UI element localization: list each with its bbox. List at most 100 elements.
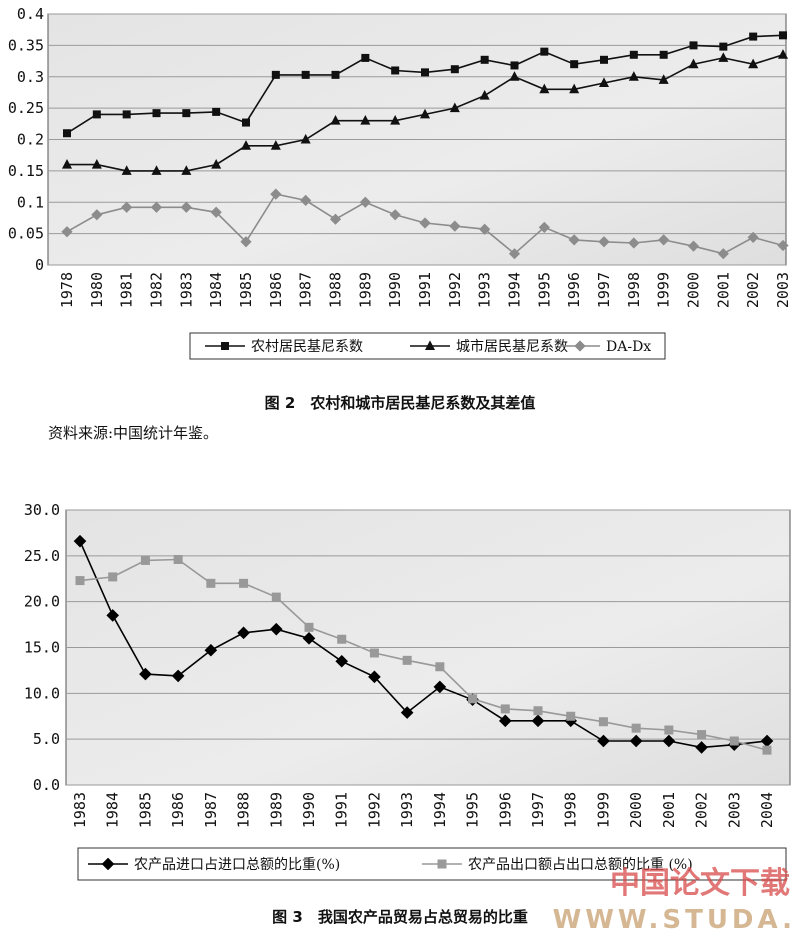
x-tick-label: 1980 [88,272,106,308]
data-point [139,667,152,681]
y-tick-label: 30.0 [24,501,60,519]
x-tick-label: 1988 [327,272,345,308]
data-point [664,725,674,735]
data-point [369,648,379,658]
y-tick-label: 0.2 [17,131,44,149]
data-point [122,110,131,119]
data-point [659,50,668,59]
data-point [569,83,580,94]
series-line [79,558,768,751]
data-point [629,50,638,59]
data-point [389,209,401,221]
x-tick-label: 1998 [562,792,580,828]
data-point [629,734,643,748]
data-point [270,188,282,200]
x-tick-label: 1987 [297,272,315,308]
x-tick-label: 1984 [104,792,122,828]
data-point [204,643,218,657]
data-point [61,158,73,169]
data-point [600,55,608,64]
data-point [689,41,698,50]
watermark-url: WWW.STUDA. [553,905,796,935]
data-point [121,201,133,213]
x-tick-label: 1983 [177,272,195,308]
legend-marker [101,857,115,871]
data-point [106,609,120,622]
y-tick-label: 0.1 [17,193,44,211]
data-point [419,217,431,229]
x-tick-label: 1984 [207,272,225,308]
y-tick-label: 0 [35,256,44,274]
data-point [108,572,118,582]
x-tick-label: 1996 [565,272,583,308]
data-point [449,220,461,232]
data-point [598,77,610,88]
data-point [762,745,772,755]
data-point [400,706,414,719]
x-tick-label: 1987 [202,792,220,828]
series-line [79,540,768,749]
legend-marker [424,340,436,350]
data-point [337,634,347,644]
x-tick-label: 1992 [365,792,383,828]
x-tick-label: 2002 [744,272,762,308]
data-point [717,248,729,260]
data-point [91,209,103,221]
data-point [747,231,759,243]
data-point [539,83,550,94]
data-point [533,706,543,716]
y-tick-label: 0.4 [17,5,44,23]
data-point [92,110,101,119]
data-point [480,55,489,64]
data-point [687,240,700,252]
data-point [697,730,707,740]
data-point [335,654,349,668]
x-tick-label: 1983 [71,792,89,828]
data-point [330,115,341,125]
data-point [391,66,400,75]
watermark-title: 中国论文下载 [610,866,790,901]
x-tick-label: 1990 [386,272,404,308]
data-point [598,717,608,727]
data-point [75,576,85,586]
data-point [566,711,576,721]
data-point [302,632,316,645]
y-tick-label: 20.0 [24,593,60,611]
data-point [360,115,371,125]
data-point [239,578,249,588]
x-tick-label: 1989 [267,792,285,828]
y-tick-label: 0.3 [17,68,44,86]
data-point [435,662,445,672]
data-point [729,736,739,746]
data-point [540,47,549,56]
x-tick-label: 1986 [267,272,285,308]
y-tick-label: 15.0 [24,639,60,657]
y-tick-label: 0.05 [8,225,44,243]
x-tick-label: 1999 [655,272,673,308]
x-tick-label: 1997 [595,272,613,308]
data-point [211,158,222,169]
data-point [718,52,729,62]
data-point [304,622,314,632]
data-point [152,109,161,118]
legend-label: DA-Dx [606,339,651,355]
data-point [300,194,312,206]
source-note: 资料来源:中国统计年鉴。 [48,424,218,442]
x-tick-label: 1993 [476,272,494,308]
data-point [212,107,221,116]
data-point [748,58,759,69]
data-point [300,133,311,144]
x-tick-label: 1988 [235,792,253,828]
data-point [180,201,192,213]
x-tick-label: 1991 [416,272,434,308]
x-tick-label: 1998 [625,272,643,308]
y-tick-label: 5.0 [33,730,60,748]
data-point [173,555,183,564]
legend-label: 农产品进口占进口总额的比重(%) [134,857,340,873]
data-point [237,626,250,640]
y-tick-label: 10.0 [24,684,60,702]
data-point [91,158,102,169]
data-point [390,115,401,125]
x-tick-label: 2001 [660,792,678,828]
